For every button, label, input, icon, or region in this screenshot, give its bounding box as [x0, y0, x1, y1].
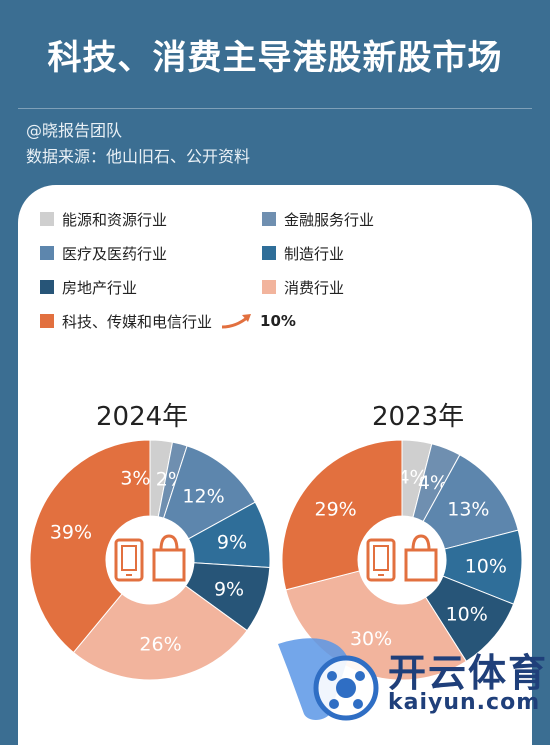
legend-label: 房地产行业 [62, 278, 138, 297]
legend-item-energy: 能源和资源行业 [40, 208, 167, 230]
legend-swatch [262, 280, 276, 294]
slice-2024-5 [72, 585, 248, 681]
legend-item-realestate: 房地产行业 [40, 276, 137, 298]
legend-swatch [40, 212, 54, 226]
legend-label: 能源和资源行业 [62, 210, 168, 229]
divider [18, 108, 532, 109]
legend-swatch [40, 314, 54, 328]
slice-label: 3% [120, 467, 150, 489]
slice-label: 26% [139, 633, 181, 655]
title-bar: 科技、消费主导港股新股市场 [0, 0, 550, 108]
page-title: 科技、消费主导港股新股市场 [47, 37, 503, 78]
watermark: 开云体育 kaiyun.com [268, 630, 548, 730]
slice-label: 4% [418, 472, 448, 494]
slice-label: 39% [50, 522, 92, 544]
legend-swatch [40, 246, 54, 260]
legend-swatch [262, 212, 276, 226]
slice-label: 13% [447, 499, 489, 521]
legend-label: 制造行业 [284, 244, 345, 263]
slice-label: 10% [446, 604, 488, 626]
chart-title-2024: 2024年 [96, 402, 189, 432]
source-label: 数据来源：他山旧石、公开资料 [26, 147, 251, 166]
slice-label: 9% [217, 532, 247, 554]
legend-swatch [40, 280, 54, 294]
slice-label: 12% [182, 485, 224, 507]
legend-item-finance: 金融服务行业 [262, 208, 374, 230]
legend-swatch [262, 246, 276, 260]
legend-label: 科技、传媒和电信行业 [62, 312, 213, 331]
slice-2024-6 [29, 439, 151, 654]
legend-item-manufacturing: 制造行业 [262, 242, 344, 264]
slice-2023-6 [281, 439, 403, 591]
slice-label: 9% [214, 578, 244, 600]
legend-item-consumer: 消费行业 [262, 276, 344, 298]
watermark-brand: 开云体育 [388, 651, 549, 695]
legend-label: 金融服务行业 [284, 210, 375, 229]
donut-chart-2024: 2%12%9%9%26%39%3% [29, 439, 271, 681]
growth-label: 10% [260, 312, 296, 330]
legend-label: 医疗及医药行业 [62, 244, 168, 263]
watermark-domain: kaiyun.com [388, 690, 541, 715]
legend-label: 消费行业 [284, 278, 345, 297]
phone-and-bag-icon [366, 534, 438, 582]
phone-and-bag-icon [114, 534, 186, 582]
slice-label: 29% [315, 499, 357, 521]
author-label: @晓报告团队 [26, 121, 123, 140]
watermark-logo-icon [278, 638, 379, 721]
growth-arrow-icon [220, 311, 256, 331]
chart-title-2023: 2023年 [372, 402, 465, 432]
slice-label: 4% [397, 467, 427, 489]
donut-chart-2023: 4%4% 13% 10% 10% 30% 29% [281, 439, 523, 681]
legend-item-medical: 医疗及医药行业 [40, 242, 167, 264]
legend-item-tmt: 科技、传媒和电信行业 10% [40, 310, 296, 332]
slice-label: 30% [350, 628, 392, 650]
meta-info: @晓报告团队 数据来源：他山旧石、公开资料 [26, 118, 250, 170]
slice-label: 10% [465, 555, 507, 577]
